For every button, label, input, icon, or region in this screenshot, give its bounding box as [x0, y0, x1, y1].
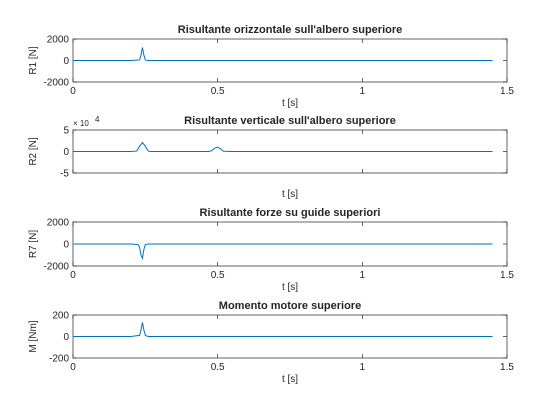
- y-axis-label: M [Nm]: [28, 320, 39, 352]
- x-tick-label: 0.5: [211, 86, 225, 97]
- y-tick-label: 0: [63, 147, 69, 158]
- x-tick-label: 0: [70, 270, 76, 281]
- subplot-2: 5 0 -5 × 10 4 Risultante verticale sull'alber…: [28, 115, 508, 200]
- y-tick-label: -200: [49, 354, 69, 365]
- y-tick-label: 0: [63, 240, 69, 251]
- x-axis-label: t [s]: [282, 98, 298, 109]
- subplot-title: Momento motore superiore: [219, 300, 361, 312]
- series-line-1: [73, 141, 493, 152]
- y-axis-label: R2 [N]: [28, 137, 39, 166]
- y-tick-label: -2000: [43, 262, 69, 273]
- y-tick-label: 2000: [47, 35, 70, 46]
- x-tick-label: 0.5: [211, 270, 225, 281]
- y-exponent-label: × 10: [73, 119, 89, 128]
- subplot-title: Risultante verticale sull'albero superio…: [184, 115, 396, 127]
- y-tick-label: 0: [63, 56, 69, 67]
- x-tick-label: 1: [360, 362, 366, 373]
- y-tick-label: 200: [52, 311, 69, 322]
- x-tick-label: 1.5: [500, 86, 514, 97]
- subplot-title: Risultante forze su guide superiori: [200, 207, 381, 219]
- x-tick-label: 1: [360, 270, 366, 281]
- series-line-1: [73, 243, 493, 261]
- y-tick-label: -2000: [43, 78, 69, 89]
- x-axis-label: t [s]: [282, 189, 298, 200]
- x-tick-label: 1.5: [500, 362, 514, 373]
- y-tick-label: 2000: [47, 218, 70, 229]
- x-axis-label: t [s]: [282, 282, 298, 293]
- x-tick-label: 0.5: [211, 362, 225, 373]
- y-tick-label: 5: [63, 126, 69, 137]
- x-tick-label: 0: [70, 362, 76, 373]
- y-axis-label: R1 [N]: [28, 46, 39, 75]
- y-tick-label: -5: [60, 169, 69, 180]
- x-tick-label: 1: [360, 86, 366, 97]
- x-tick-label: 1.5: [500, 270, 514, 281]
- series-line-1: [73, 322, 493, 337]
- y-tick-label: 0: [63, 332, 69, 343]
- y-axis-label: R7 [N]: [28, 230, 39, 259]
- y-exponent-power: 4: [95, 115, 100, 124]
- series-line-1: [73, 47, 493, 61]
- subplot-title: Risultante orizzontale sull'albero super…: [178, 24, 403, 36]
- x-tick-label: 0: [70, 86, 76, 97]
- x-axis-label: t [s]: [282, 374, 298, 385]
